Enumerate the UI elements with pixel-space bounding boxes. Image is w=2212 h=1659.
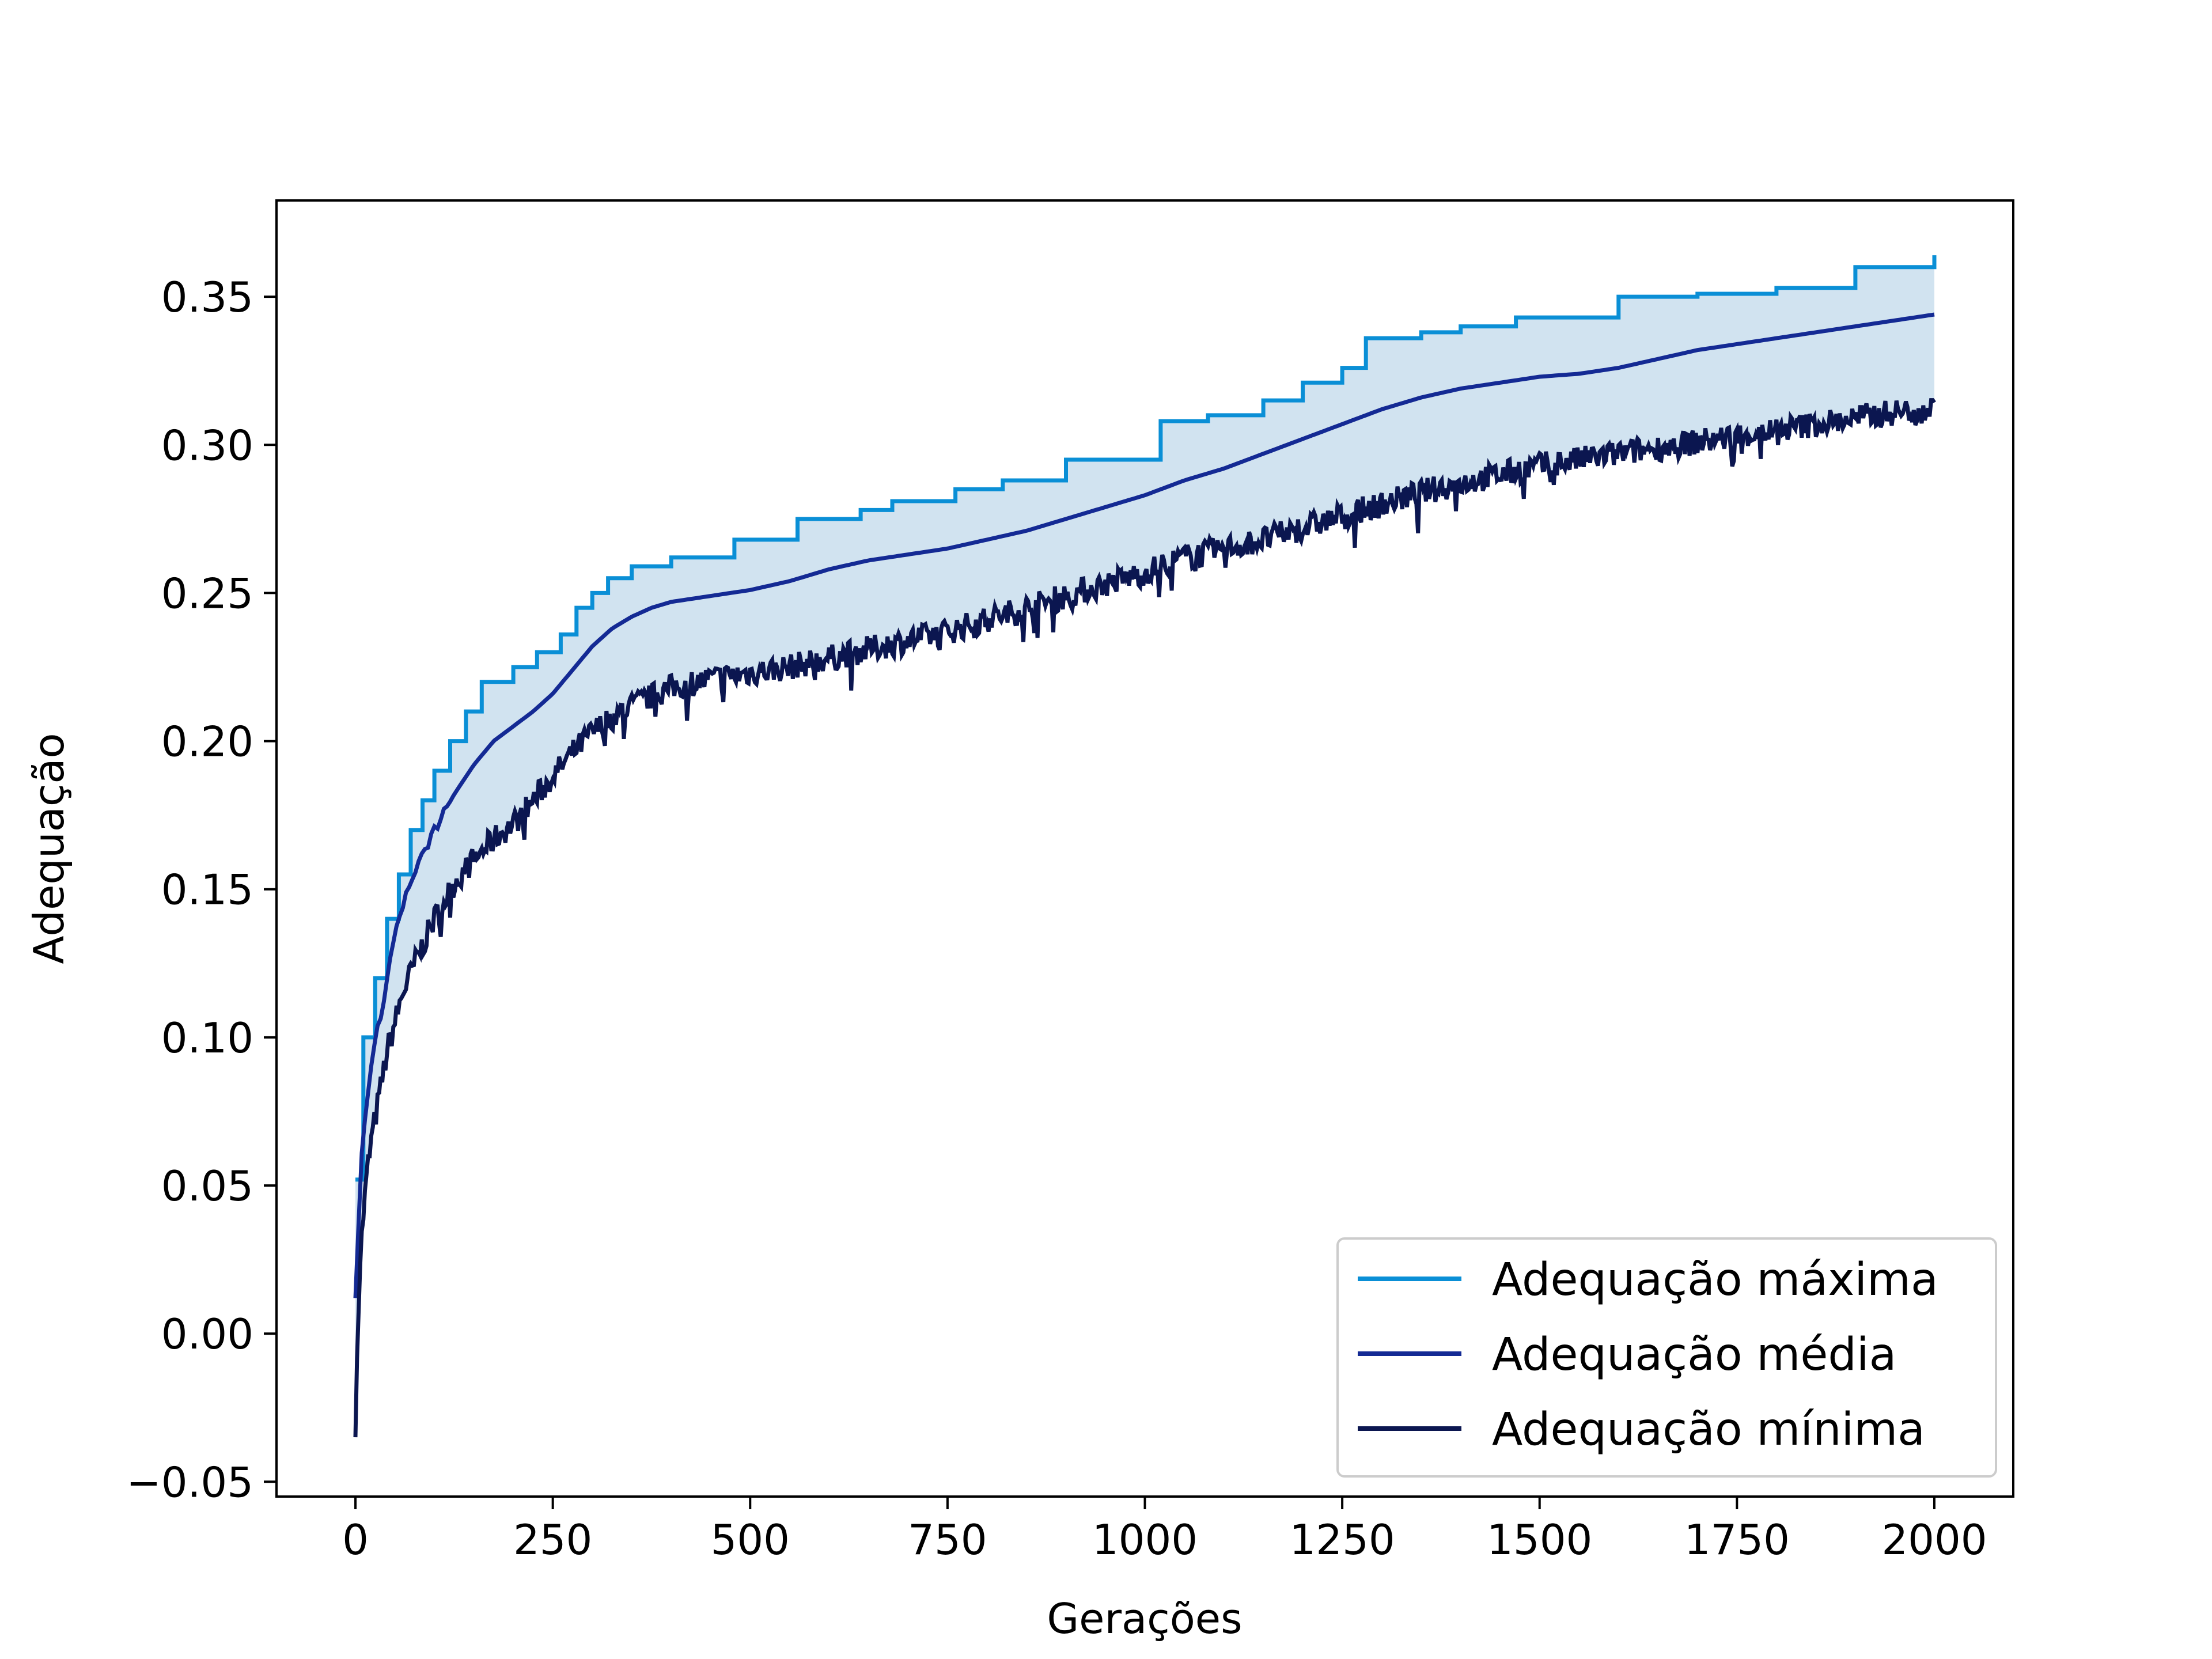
x-axis-label: Gerações: [1047, 1594, 1242, 1643]
x-axis: 0 250 500 750 1000 1250 1500 1750 2000: [342, 1497, 1987, 1564]
plot-area: [353, 255, 1937, 1438]
x-tick-label: 750: [908, 1516, 987, 1564]
x-tick-label: 1250: [1289, 1516, 1395, 1564]
legend-label: Adequação máxima: [1492, 1254, 1938, 1306]
legend-label: Adequação mínima: [1492, 1404, 1925, 1456]
y-tick-label: 0.20: [161, 718, 253, 766]
legend-label: Adequação média: [1492, 1329, 1896, 1381]
y-axis-label: Adequação: [25, 733, 73, 964]
legend: Adequação máxima Adequação média Adequação…: [1336, 1237, 1997, 1478]
x-tick-label: 0: [342, 1516, 369, 1564]
x-tick-label: 500: [711, 1516, 790, 1564]
fill-range: [355, 255, 1934, 1438]
y-tick-label: −0.05: [126, 1458, 253, 1506]
series-line-mean: [353, 312, 1935, 1298]
y-tick-label: 0.05: [161, 1162, 253, 1210]
y-tick-label: 0.00: [161, 1310, 253, 1358]
y-axis: −0.05 0.00 0.05 0.10 0.15 0.20 0.25 0.30 0.35: [126, 273, 276, 1506]
series-line-min: [353, 398, 1936, 1438]
y-tick-label: 0.30: [161, 421, 253, 469]
y-tick-label: 0.10: [161, 1014, 253, 1062]
x-tick-label: 1000: [1092, 1516, 1198, 1564]
x-tick-label: 2000: [1881, 1516, 1987, 1564]
x-tick-label: 1500: [1487, 1516, 1592, 1564]
series-line-max: [355, 255, 1937, 1182]
x-tick-label: 1750: [1684, 1516, 1790, 1564]
legend-box: [1336, 1237, 1997, 1478]
y-tick-label: 0.25: [161, 569, 253, 618]
y-tick-label: 0.35: [161, 273, 253, 321]
y-tick-label: 0.15: [161, 866, 253, 914]
x-tick-label: 250: [513, 1516, 592, 1564]
